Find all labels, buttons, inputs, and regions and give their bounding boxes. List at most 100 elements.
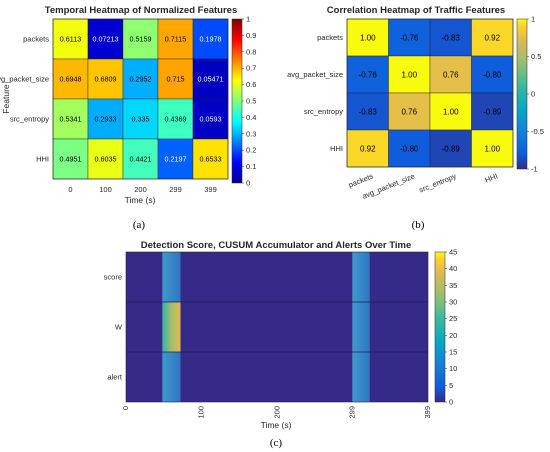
heatmap-cell bbox=[346, 18, 389, 57]
heatmap-cell bbox=[52, 18, 89, 60]
heatmap-cell bbox=[429, 18, 472, 57]
heatmap-band bbox=[352, 352, 370, 402]
colorbar-tick-label: 0.2 bbox=[246, 146, 256, 155]
chart-b-title: Correlation Heatmap of Traffic Features bbox=[327, 5, 505, 16]
colorbar-tick-label: 1 bbox=[531, 15, 535, 24]
colorbar-tick-label: 35 bbox=[449, 281, 457, 290]
colorbar-tick-label: 1 bbox=[246, 15, 250, 24]
chart-c-colorbar-ticks: 0 5 10 15 20 25 30 35 40 45 bbox=[445, 248, 457, 407]
chart-c-axes-box bbox=[125, 251, 429, 403]
heatmap-band bbox=[352, 302, 370, 352]
x-tick-label: 0 bbox=[121, 406, 130, 410]
colorbar-tick-label: 15 bbox=[449, 348, 457, 357]
x-tick-label: src_entropy bbox=[418, 171, 458, 194]
colorbar-tick-label: 0.5 bbox=[246, 97, 256, 106]
heatmap-cell bbox=[122, 138, 159, 180]
heatmap-cell bbox=[346, 55, 389, 94]
cell-value-label: 0.92 bbox=[484, 34, 500, 43]
chart-c-bands bbox=[162, 252, 370, 402]
cell-value-label: -0.80 bbox=[483, 71, 502, 80]
colorbar-tick-label: 0.3 bbox=[246, 129, 256, 138]
heatmap-band bbox=[352, 252, 370, 302]
chart-a-panel-label: (a) bbox=[133, 219, 146, 231]
cell-value-label: -0.83 bbox=[442, 34, 461, 43]
colorbar-tick-label: 0.1 bbox=[246, 162, 256, 171]
cell-value-label: 0.7115 bbox=[165, 35, 186, 44]
chart-a-axes-box bbox=[52, 18, 229, 180]
colorbar-tick-label: 0.8 bbox=[246, 47, 256, 56]
heatmap-cell bbox=[52, 58, 89, 100]
chart-a-title: Temporal Heatmap of Normalized Features bbox=[45, 5, 238, 16]
heatmap-cell bbox=[429, 55, 472, 94]
colorbar-tick-label: 0.9 bbox=[246, 31, 256, 40]
colorbar-tick-label: 45 bbox=[449, 248, 457, 257]
x-tick-label: 399 bbox=[204, 185, 217, 194]
chart-b: Correlation Heatmap of Traffic Features … bbox=[287, 5, 544, 231]
y-tick-label: HHI bbox=[330, 144, 343, 153]
cell-value-label: 0.2197 bbox=[165, 155, 187, 164]
x-tick-label: 399 bbox=[423, 406, 432, 419]
x-tick-label: 0 bbox=[68, 185, 72, 194]
heatmap-cell bbox=[388, 18, 431, 57]
chart-c-x-ticks: 0 100 200 299 399 bbox=[121, 406, 432, 419]
x-tick-label: 299 bbox=[169, 185, 182, 194]
cell-value-label: -0.83 bbox=[359, 108, 378, 117]
chart-b-panel-label: (b) bbox=[412, 219, 425, 231]
colorbar-tick-label: 0.6 bbox=[246, 80, 256, 89]
cell-value-label: -0.89 bbox=[442, 145, 461, 154]
chart-b-colorbar bbox=[516, 18, 528, 170]
chart-a-colorbar bbox=[231, 18, 243, 184]
heatmap-cell bbox=[429, 129, 472, 168]
heatmap-cell bbox=[87, 18, 124, 60]
cell-value-label: 0.4369 bbox=[165, 115, 187, 124]
y-tick-label: HHI bbox=[36, 155, 49, 164]
colorbar-tick-label: 0.7 bbox=[246, 64, 256, 73]
heatmap-cell bbox=[157, 138, 194, 180]
heatmap-cell bbox=[471, 18, 514, 57]
y-tick-label: src_entropy bbox=[304, 107, 343, 116]
cell-value-label: 1.00 bbox=[484, 145, 500, 154]
chart-b-colorbar-ticks: -1 -0.5 0 0.5 1 bbox=[527, 15, 544, 174]
x-tick-label: 200 bbox=[272, 406, 281, 419]
heatmap-band bbox=[162, 302, 181, 352]
heatmap-cell bbox=[122, 98, 159, 140]
cell-value-label: 0.5159 bbox=[130, 35, 152, 44]
heatmap-cell bbox=[192, 138, 229, 180]
colorbar-tick-label: 0.5 bbox=[531, 52, 541, 61]
chart-c-panel-label: (c) bbox=[270, 437, 283, 449]
colorbar-tick-label: 30 bbox=[449, 298, 457, 307]
heatmap-cell bbox=[192, 58, 229, 100]
cell-value-label: 0.4951 bbox=[60, 155, 82, 164]
cell-value-label: 0.05471 bbox=[198, 75, 224, 84]
x-tick-label: packets bbox=[347, 171, 375, 189]
y-tick-label: avg_packet_size bbox=[0, 75, 49, 84]
colorbar-tick-label: 20 bbox=[449, 331, 457, 340]
chart-a: Temporal Heatmap of Normalized Features … bbox=[0, 5, 256, 231]
x-tick-label: 100 bbox=[197, 406, 206, 419]
chart-c-title: Detection Score, CUSUM Accumulator and A… bbox=[141, 240, 411, 251]
y-tick-label: score bbox=[104, 273, 122, 282]
y-tick-label: src_entropy bbox=[10, 115, 49, 124]
cell-value-label: 0.6533 bbox=[200, 155, 222, 164]
colorbar-tick-label: 0.4 bbox=[246, 113, 256, 122]
chart-a-ylabel: Feature bbox=[1, 84, 11, 114]
cell-value-label: 0.715 bbox=[167, 75, 185, 84]
heatmap-cell bbox=[471, 92, 514, 131]
cell-value-label: 0.5341 bbox=[60, 115, 82, 124]
chart-c-row-dividers bbox=[126, 301, 428, 353]
cell-value-label: 0.4421 bbox=[130, 155, 152, 164]
heatmap-band bbox=[162, 252, 181, 302]
colorbar-tick-label: 10 bbox=[449, 364, 457, 373]
heatmap-cell bbox=[122, 58, 159, 100]
heatmap-cell bbox=[192, 98, 229, 140]
colorbar-tick-label: 5 bbox=[449, 381, 453, 390]
heatmap-cell bbox=[471, 55, 514, 94]
heatmap-cell bbox=[157, 18, 194, 60]
chart-a-x-ticks: 0 100 200 299 399 bbox=[68, 185, 216, 194]
cell-value-label: 0.07213 bbox=[93, 35, 119, 44]
heatmap-cell bbox=[346, 129, 389, 168]
cell-value-label: 0.6113 bbox=[60, 35, 81, 44]
